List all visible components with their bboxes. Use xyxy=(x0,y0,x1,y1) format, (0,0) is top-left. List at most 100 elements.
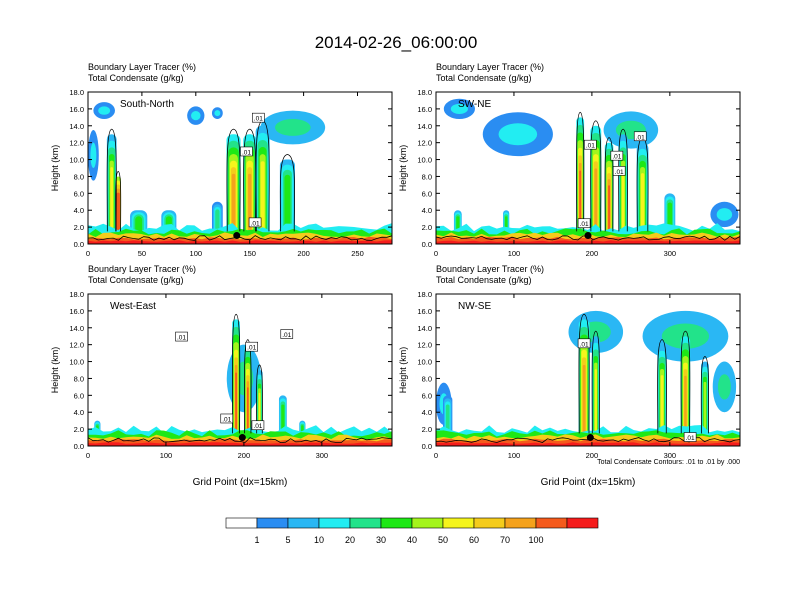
y-tick-label: 6.0 xyxy=(74,189,84,198)
contour-label-text: .01 xyxy=(612,154,621,161)
contour-label-text: .01 xyxy=(254,116,263,123)
contour-label: .01 xyxy=(610,150,624,161)
panel-title-line-2: Total Condensate (g/kg) xyxy=(88,73,184,83)
y-tick-label: 14.0 xyxy=(69,122,84,131)
y-tick-label: 10.0 xyxy=(417,156,432,165)
contour-label-box xyxy=(610,150,624,161)
y-tick-label: 8.0 xyxy=(74,172,84,181)
y-tick-label: 2.0 xyxy=(74,425,84,434)
condensate-contours xyxy=(88,313,392,444)
x-tick-label: 50 xyxy=(138,249,146,258)
colorbar: 1 5 10 20 30 40 50 60 70 100 xyxy=(225,517,599,545)
contour-label-text: .01 xyxy=(282,332,291,339)
y-tick-label: 16.0 xyxy=(417,105,432,114)
colorbar-label: 70 xyxy=(500,535,510,545)
y-tick-label: 8.0 xyxy=(422,172,432,181)
contour-label: .01 xyxy=(245,341,258,352)
condensate-contour xyxy=(657,339,667,434)
colorbar-swatch xyxy=(535,517,568,529)
y-tick-label: 14.0 xyxy=(417,122,432,131)
contour-label-box xyxy=(220,413,234,424)
y-tick-label: 12.0 xyxy=(69,341,84,350)
x-tick-label: 0 xyxy=(434,249,438,258)
contour-label-text: .01 xyxy=(636,134,645,141)
x-tick-label: 100 xyxy=(508,249,521,258)
contour-label-text: .01 xyxy=(242,149,251,156)
y-tick-label: 18.0 xyxy=(417,88,432,97)
y-tick-label: 12.0 xyxy=(69,139,84,148)
contour-label-box xyxy=(280,329,294,339)
contour-label-text: .01 xyxy=(615,169,624,176)
contour-label-box xyxy=(240,146,253,157)
contour-label-box xyxy=(175,331,188,342)
plume-layer xyxy=(594,369,597,446)
boundary-layer-band xyxy=(436,240,740,244)
contour-label: .01 xyxy=(280,329,294,339)
contour-label-box xyxy=(252,112,265,123)
tracer-patch xyxy=(450,103,468,114)
contour-label: .01 xyxy=(577,218,591,229)
y-axis-label: Height (km) xyxy=(398,347,408,394)
condensate-contour xyxy=(279,154,295,232)
contour-label: .01 xyxy=(683,432,697,442)
panel-title-line-1: Boundary Layer Tracer (%) xyxy=(88,264,196,274)
colorbar-swatch xyxy=(442,517,475,529)
tracer-patch xyxy=(716,208,733,221)
condensate-contour xyxy=(232,313,241,434)
x-tick-label: 100 xyxy=(160,451,173,460)
condensate-contour xyxy=(576,111,585,232)
y-tick-label: 10.0 xyxy=(417,358,432,367)
contour-label: .01 xyxy=(251,420,265,430)
panel-title-line-1: Boundary Layer Tracer (%) xyxy=(436,264,544,274)
condensate-contour xyxy=(700,356,710,434)
tracer-patch xyxy=(214,110,221,117)
panel-title-line-2: Total Condensate (g/kg) xyxy=(436,73,532,83)
colorbar-swatch xyxy=(287,517,320,529)
y-tick-label: 0.0 xyxy=(422,240,432,249)
x-tick-label: 300 xyxy=(316,451,329,460)
panel-title-line-2: Total Condensate (g/kg) xyxy=(88,275,184,285)
contour-label-box xyxy=(577,218,591,229)
plume-layer xyxy=(582,364,586,446)
condensate-contour xyxy=(256,364,263,434)
x-tick-label: 300 xyxy=(664,451,677,460)
contour-label-box xyxy=(245,341,258,352)
colorbar-label: 40 xyxy=(407,535,417,545)
y-axis-label: Height (km) xyxy=(50,145,60,192)
colorbar-swatch xyxy=(566,517,599,529)
contour-label-box xyxy=(577,338,591,349)
condensate-contour xyxy=(590,120,602,232)
condensate-contour xyxy=(88,437,392,444)
y-tick-label: 18.0 xyxy=(69,290,84,299)
colorbar-label: 60 xyxy=(469,535,479,545)
colorbar-swatch xyxy=(473,517,506,529)
x-tick-label: 200 xyxy=(238,451,251,460)
y-tick-label: 16.0 xyxy=(417,307,432,316)
colorbar-swatch xyxy=(504,517,537,529)
x-tick-label: 100 xyxy=(508,451,521,460)
y-tick-label: 6.0 xyxy=(422,391,432,400)
x-tick-label: 200 xyxy=(297,249,310,258)
panel-title-line-1: Boundary Layer Tracer (%) xyxy=(88,62,196,72)
tracer-field xyxy=(88,102,392,244)
plume-layer xyxy=(235,372,237,446)
contour-label: .01 xyxy=(240,146,253,157)
y-tick-label: 14.0 xyxy=(417,324,432,333)
x-axis-label: Grid Point (dx=15km) xyxy=(541,477,636,488)
panel-label: West-East xyxy=(110,301,156,312)
x-tick-label: 150 xyxy=(243,249,256,258)
y-tick-label: 18.0 xyxy=(69,88,84,97)
condensate-contour xyxy=(618,128,628,232)
location-marker xyxy=(586,434,594,442)
colorbar-label: 1 xyxy=(254,535,259,545)
contour-label-text: .01 xyxy=(580,341,589,348)
y-tick-label: 10.0 xyxy=(69,358,84,367)
panel-title-line-2: Total Condensate (g/kg) xyxy=(436,275,532,285)
condensate-contour xyxy=(680,330,691,434)
tracer-patch xyxy=(191,111,201,121)
contour-label-text: .01 xyxy=(580,221,589,228)
contour-label-text: .01 xyxy=(686,435,695,442)
panel-west-east: .01 .01 .01 .01 .01 0.0 2.0 4.0 6.0 8.0 10.0 12.0 14… xyxy=(50,264,393,488)
y-tick-label: 0.0 xyxy=(74,240,84,249)
colorbar-label: 100 xyxy=(528,535,543,545)
